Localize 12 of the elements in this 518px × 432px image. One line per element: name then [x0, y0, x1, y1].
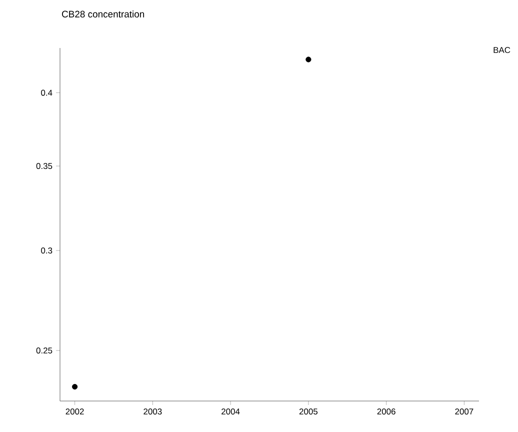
x-tick-label: 2004: [222, 408, 240, 415]
y-tick-label: 0.4: [41, 90, 52, 96]
chart-title: CB28 concentration: [62, 10, 144, 18]
x-tick-label: 2006: [377, 408, 396, 415]
x-tick-label: 2007: [455, 408, 474, 415]
y-tick-label: 0.3: [41, 248, 52, 254]
text: BAC: [494, 47, 510, 53]
x-tick-label: 2002: [66, 408, 84, 415]
y-tick-label: 0.35: [36, 163, 52, 170]
x-tick-label: 2003: [144, 408, 162, 415]
x-tick-label: 2005: [299, 408, 318, 415]
y-tick-label: 0.25: [36, 348, 52, 354]
